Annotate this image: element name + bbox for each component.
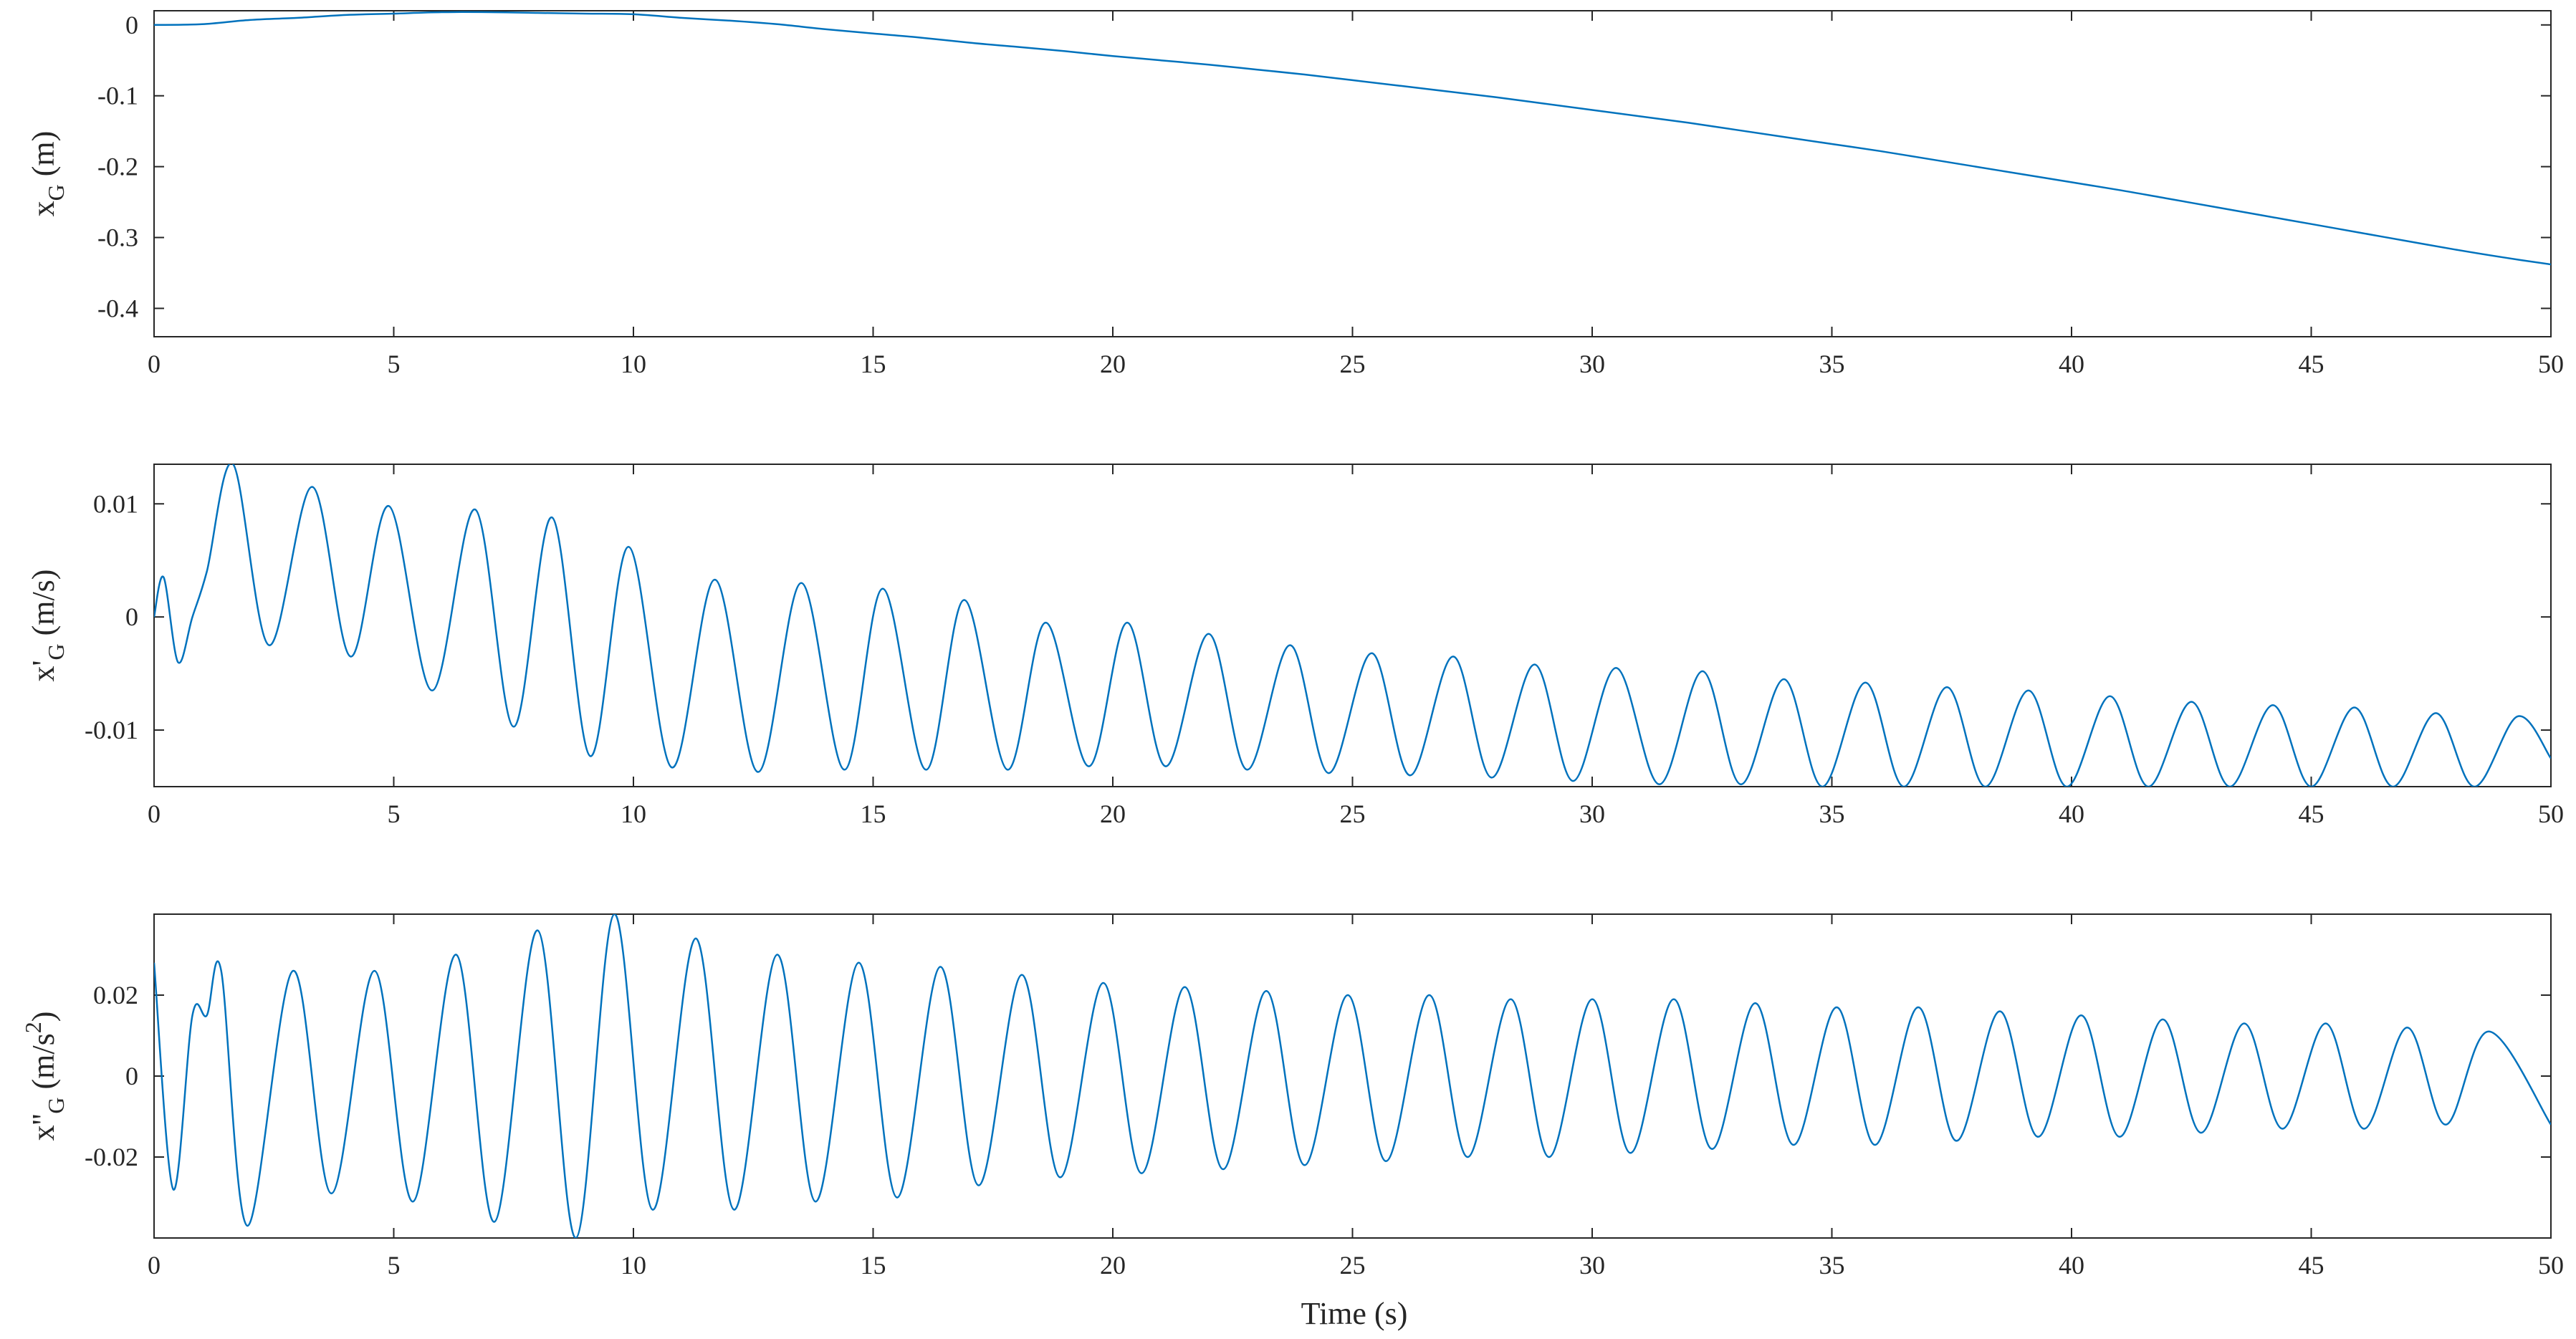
x-tick-label: 50 (2538, 800, 2564, 828)
x-tick-label: 25 (1340, 1251, 1366, 1280)
x-tick-label: 5 (388, 800, 401, 828)
y-axis-label-subscript: G (43, 643, 69, 660)
y-axis-label-base: x (26, 201, 61, 216)
x-tick-label: 40 (2059, 800, 2084, 828)
series-line-1 (154, 464, 2551, 787)
series-line-1 (154, 11, 2551, 266)
y-tick-label: 0 (125, 11, 138, 39)
x-tick-label: 0 (148, 800, 161, 828)
series-line-1 (154, 914, 2551, 1238)
x-tick-label: 30 (1579, 350, 1605, 378)
x-tick-label: 45 (2299, 350, 2324, 378)
x-tick-label: 45 (2299, 1251, 2324, 1280)
y-axis-label-unit: (m/s) (26, 570, 61, 644)
x-tick-label: 25 (1340, 350, 1366, 378)
x-tick-label: 20 (1100, 350, 1126, 378)
y-axis-label: x'G (m/s) (26, 570, 69, 682)
subplot-2: 0 5 10 15 20 25 30 35 40 45 50 0.01 0 -0.01 x'G (m/s) (26, 464, 2564, 828)
x-tick-label: 15 (861, 350, 886, 378)
axes-box (153, 913, 2552, 1239)
y-tick-label: -0.1 (97, 82, 138, 110)
x-tick-label: 15 (861, 1251, 886, 1280)
y-axis-label: x''G (m/s2) (20, 1012, 69, 1141)
y-tick-label: -0.2 (97, 153, 138, 181)
y-axis-label-superscript: 2 (20, 1022, 46, 1033)
x-tick-label: 45 (2299, 800, 2324, 828)
x-tick-label: 40 (2059, 350, 2084, 378)
x-tick-label: 20 (1100, 800, 1126, 828)
y-tick-label: -0.3 (97, 224, 138, 252)
x-tick-label: 50 (2538, 1251, 2564, 1280)
y-axis-label-close: ) (26, 1012, 61, 1022)
x-tick-label: 15 (861, 800, 886, 828)
y-tick-label: 0 (125, 603, 138, 631)
y-tick-label: -0.4 (97, 294, 138, 322)
y-tick-label: 0.02 (93, 981, 138, 1009)
x-tick-label: 0 (148, 1251, 161, 1280)
x-tick-label: 30 (1579, 1251, 1605, 1280)
y-axis-label-subscript: G (43, 184, 69, 201)
y-axis-label-subscript: G (43, 1097, 69, 1113)
subplot-3: 0 5 10 15 20 25 30 35 40 45 50 0.02 0 -0.02 x''G (m/s2… (20, 913, 2564, 1280)
x-tick-label: 20 (1100, 1251, 1126, 1280)
y-axis-label: xG (m) (26, 131, 69, 217)
x-tick-label: 5 (388, 350, 401, 378)
y-tick-label: -0.01 (85, 716, 138, 744)
x-tick-label: 5 (388, 1251, 401, 1280)
x-tick-label: 40 (2059, 1251, 2084, 1280)
x-tick-label: 35 (1819, 1251, 1845, 1280)
y-axis-label-unit: (m/s (26, 1033, 61, 1097)
y-axis-label-base: x' (26, 661, 61, 682)
axes-box (153, 10, 2552, 337)
x-tick-label: 10 (621, 1251, 646, 1280)
x-axis-label: Time (s) (1301, 1296, 1408, 1331)
x-tick-label: 50 (2538, 350, 2564, 378)
y-axis-label-unit: (m) (26, 131, 61, 185)
x-tick-label: 30 (1579, 800, 1605, 828)
subplot-1: 0 5 10 15 20 25 30 35 40 45 50 0 -0.1 -0.2 -0.3 -0.4 xG … (26, 10, 2564, 378)
subplots: 0 5 10 15 20 25 30 35 40 45 500-0.1-0.2-0.3-0.4xG … (20, 10, 2564, 1280)
x-tick-label: 10 (621, 350, 646, 378)
x-tick-label: 0 (148, 350, 161, 378)
y-tick-label: 0.01 (93, 489, 138, 518)
y-tick-label: 0 (125, 1062, 138, 1090)
x-tick-label: 35 (1819, 800, 1845, 828)
y-axis-label-base: x'' (26, 1114, 61, 1141)
x-tick-label: 35 (1819, 350, 1845, 378)
axes-box (153, 464, 2552, 787)
x-tick-label: 25 (1340, 800, 1366, 828)
x-tick-label: 10 (621, 800, 646, 828)
y-tick-label: -0.02 (85, 1143, 138, 1171)
